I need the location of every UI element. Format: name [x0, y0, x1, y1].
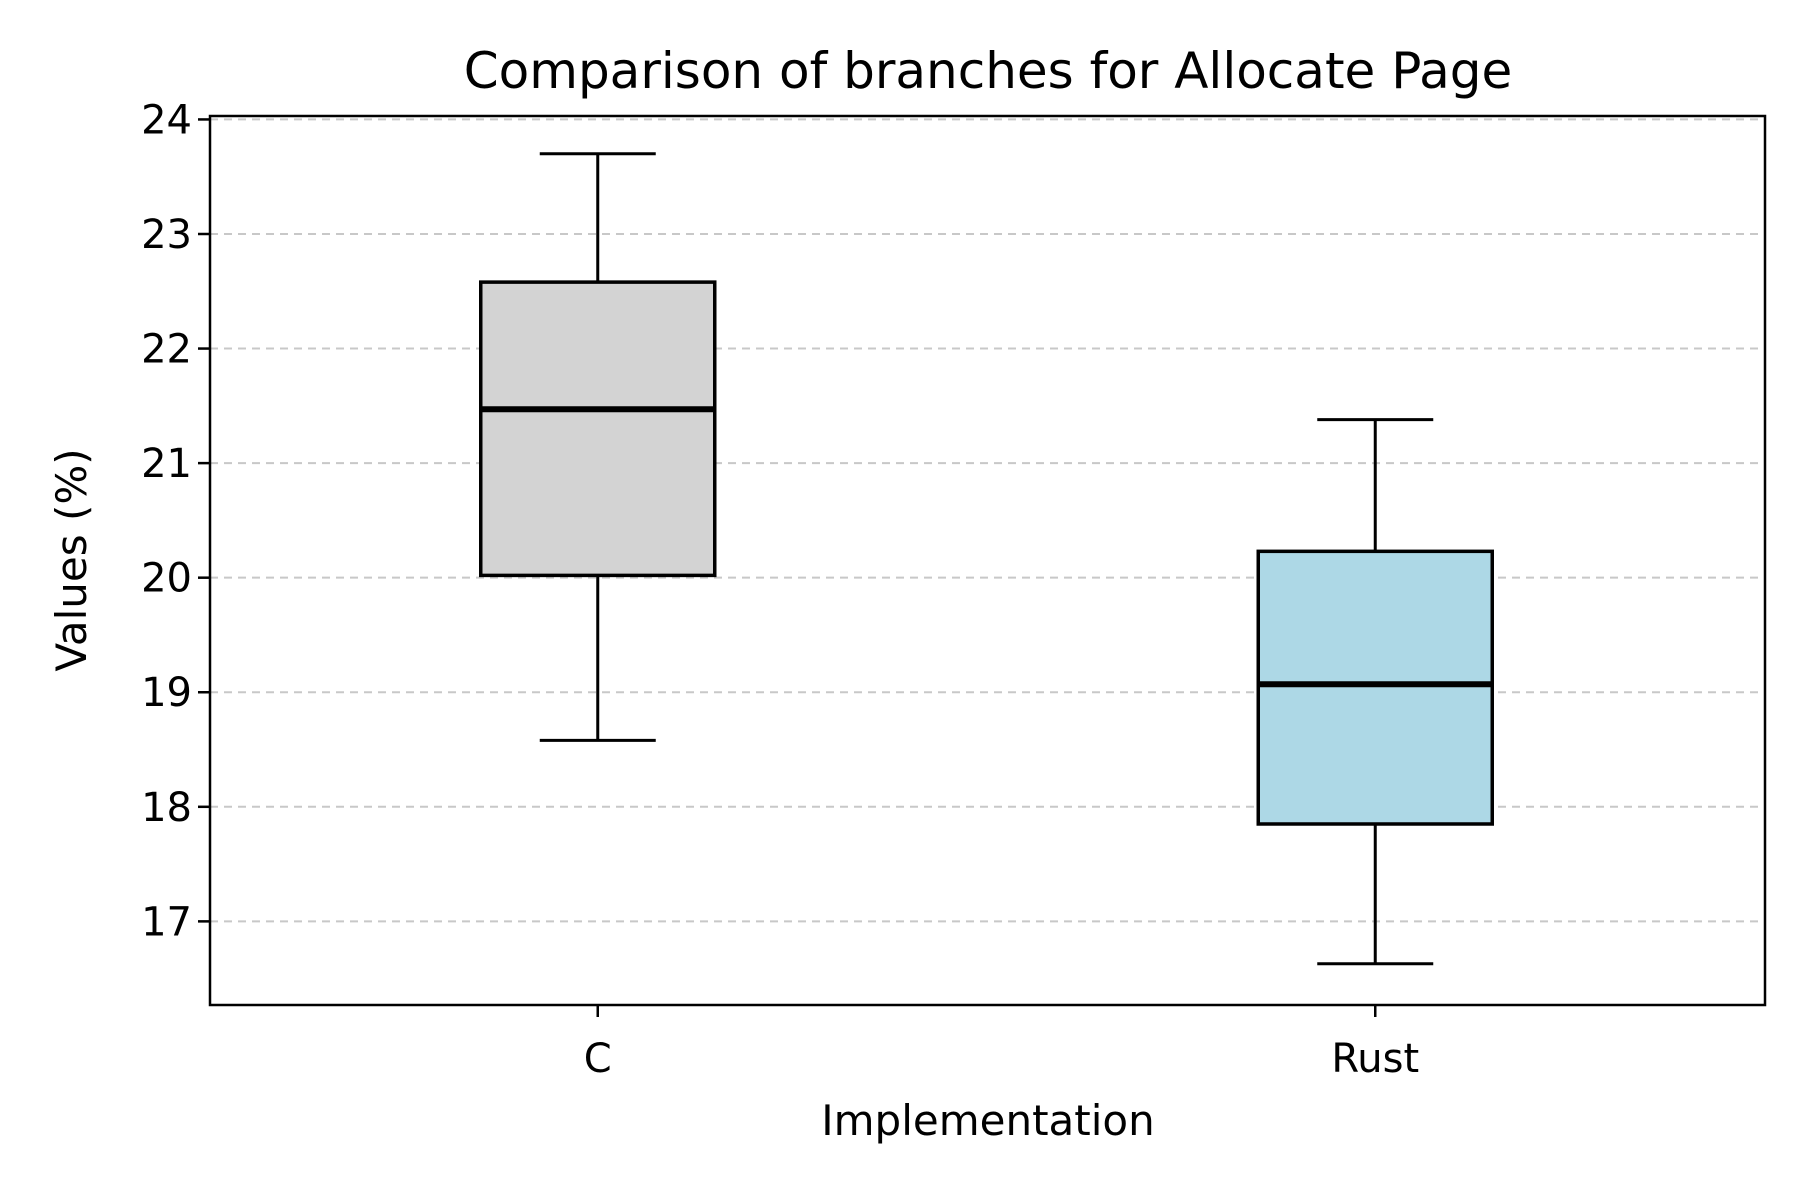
y-tick-label-22: 22	[141, 327, 192, 373]
y-axis-label: Values (%)	[47, 448, 96, 671]
chart-title: Comparison of branches for Allocate Page	[464, 42, 1513, 100]
x-tick-label-c: C	[584, 1036, 612, 1082]
box-c	[479, 280, 717, 578]
y-tick-label-21: 21	[141, 441, 192, 487]
y-tick-label-23: 23	[141, 212, 192, 258]
grid-lines	[210, 118, 1765, 923]
y-axis-ticks: 17 18 19 20 21 22 23 24	[141, 97, 210, 945]
y-tick-label-18: 18	[141, 785, 192, 831]
y-tick-label-20: 20	[141, 556, 192, 602]
x-axis-ticks: C Rust	[584, 1005, 1419, 1082]
y-tick-label-17: 17	[141, 899, 192, 945]
x-tick-label-rust: Rust	[1331, 1036, 1419, 1082]
plot-frame	[208, 114, 1767, 1007]
boxes	[479, 152, 1494, 966]
box-rust	[1256, 549, 1494, 826]
y-tick-label-24: 24	[141, 97, 192, 143]
x-axis-label: Implementation	[821, 1096, 1155, 1145]
y-tick-label-19: 19	[141, 670, 192, 716]
